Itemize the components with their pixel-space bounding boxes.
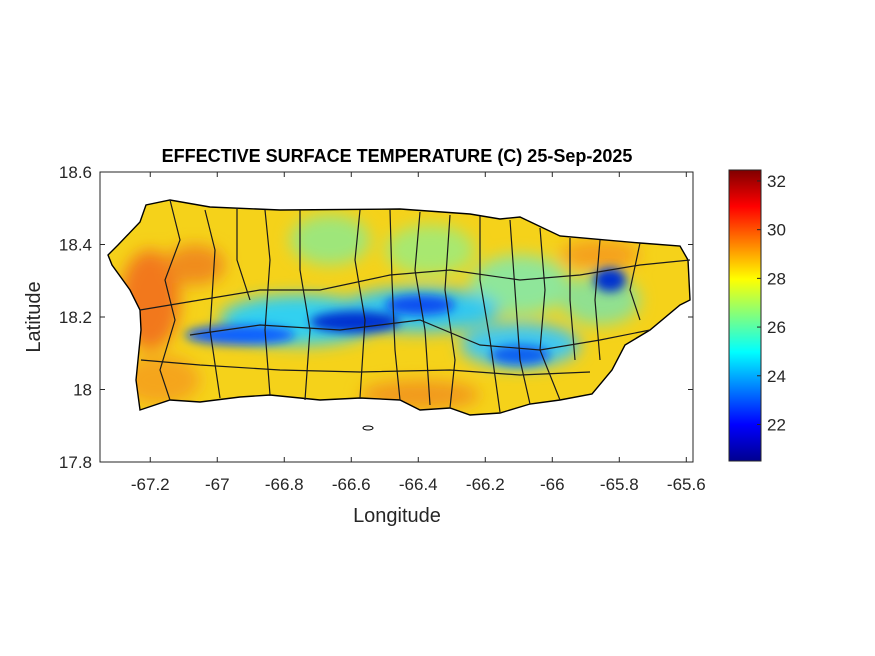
y-tick-label: 18.6 xyxy=(59,163,92,182)
caja-de-muertos-island xyxy=(362,425,374,431)
x-tick-label: -66.2 xyxy=(466,475,505,494)
y-tick-label: 17.8 xyxy=(59,453,92,472)
colorbar-tick-label: 26 xyxy=(767,318,786,337)
y-tick-label: 18.2 xyxy=(59,308,92,327)
map-title: EFFECTIVE SURFACE TEMPERATURE (C) 25-Sep… xyxy=(162,146,633,166)
x-tick-label: -65.8 xyxy=(600,475,639,494)
x-tick-label: -67 xyxy=(205,475,230,494)
municipality-borders xyxy=(107,199,691,416)
colorbar-tick-label: 32 xyxy=(767,172,786,191)
y-axis: 17.8 18 18.2 18.4 18.6 xyxy=(59,163,693,472)
x-axis-label: Longitude xyxy=(353,505,441,527)
y-tick-label: 18 xyxy=(73,381,92,400)
colorbar xyxy=(728,169,762,462)
y-axis-label: Latitude xyxy=(23,281,45,352)
x-tick-label: -65.6 xyxy=(667,475,706,494)
colorbar-tick-label: 24 xyxy=(767,367,786,386)
y-tick-label: 18.4 xyxy=(59,236,92,255)
x-tick-label: -66.6 xyxy=(332,475,371,494)
x-axis: -67.2 -67 -66.8 -66.6 -66.4 -66.2 -66 -65.8 -65.… xyxy=(131,172,706,494)
colorbar-tick-label: 30 xyxy=(767,221,786,240)
colorbar-tick-label: 28 xyxy=(767,269,786,288)
x-tick-label: -67.2 xyxy=(131,475,170,494)
colorbar-tick-label: 22 xyxy=(767,415,786,434)
x-tick-label: -66.8 xyxy=(265,475,304,494)
x-tick-label: -66 xyxy=(540,475,565,494)
colorbar-axis: 22 24 26 28 30 32 xyxy=(757,172,786,434)
x-tick-label: -66.4 xyxy=(399,475,438,494)
